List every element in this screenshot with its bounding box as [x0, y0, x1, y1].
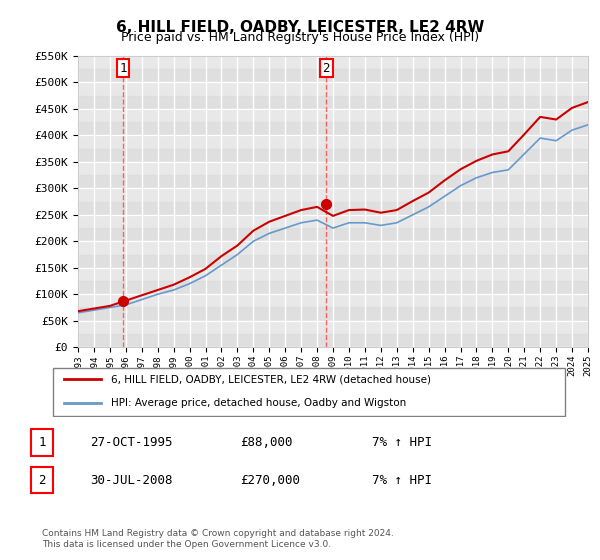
FancyBboxPatch shape [31, 466, 53, 493]
Bar [78, 43, 588, 56]
Text: 7% ↑ HPI: 7% ↑ HPI [372, 474, 432, 487]
Bar [78, 255, 588, 268]
Text: Contains HM Land Registry data © Crown copyright and database right 2024.
This d: Contains HM Land Registry data © Crown c… [42, 529, 394, 549]
Bar [78, 334, 588, 347]
FancyBboxPatch shape [53, 368, 565, 416]
Text: 7% ↑ HPI: 7% ↑ HPI [372, 436, 432, 449]
Text: 6, HILL FIELD, OADBY, LEICESTER, LE2 4RW: 6, HILL FIELD, OADBY, LEICESTER, LE2 4RW [116, 20, 484, 35]
Text: HPI: Average price, detached house, Oadby and Wigston: HPI: Average price, detached house, Oadb… [112, 398, 407, 408]
Bar [78, 69, 588, 82]
Bar [78, 122, 588, 136]
Bar [78, 202, 588, 215]
Bar [78, 281, 588, 294]
Text: 2: 2 [38, 474, 46, 487]
Bar [78, 96, 588, 109]
Text: 30-JUL-2008: 30-JUL-2008 [90, 474, 173, 487]
Text: £88,000: £88,000 [240, 436, 293, 449]
Text: 1: 1 [119, 62, 127, 75]
Bar [78, 228, 588, 241]
FancyBboxPatch shape [31, 429, 53, 456]
Bar [78, 148, 588, 162]
Text: 27-OCT-1995: 27-OCT-1995 [90, 436, 173, 449]
Bar [78, 307, 588, 321]
Text: 6, HILL FIELD, OADBY, LEICESTER, LE2 4RW (detached house): 6, HILL FIELD, OADBY, LEICESTER, LE2 4RW… [112, 375, 431, 384]
Text: £270,000: £270,000 [240, 474, 300, 487]
Bar [78, 175, 588, 188]
Text: 2: 2 [323, 62, 330, 75]
Text: 1: 1 [38, 436, 46, 449]
Text: Price paid vs. HM Land Registry's House Price Index (HPI): Price paid vs. HM Land Registry's House … [121, 31, 479, 44]
